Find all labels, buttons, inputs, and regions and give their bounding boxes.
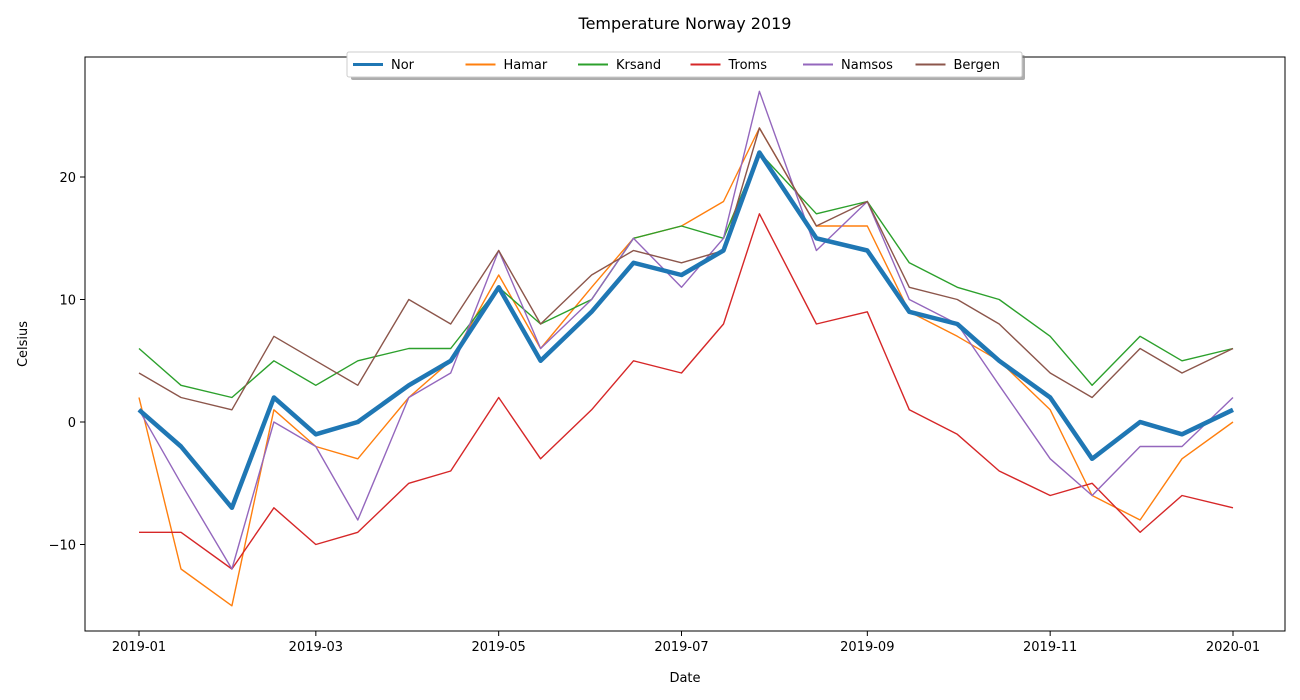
x-axis-title: Date (669, 671, 700, 686)
series-line-bergen (138, 127, 1234, 411)
legend-label-hamar: Hamar (504, 58, 548, 73)
y-tick-label: 10 (59, 294, 76, 309)
legend-label-bergen: Bergen (954, 58, 1001, 73)
legend-label-nor: Nor (391, 58, 415, 73)
y-tick-label: −10 (49, 539, 76, 554)
series-lines (137, 90, 1234, 607)
legend: Nor Hamar Krsand Troms Namsos Bergen (346, 51, 1025, 80)
plot-area (84, 56, 1286, 632)
x-tick-label: 2020-01 (1206, 640, 1260, 655)
legend-label-namsos: Namsos (841, 58, 893, 73)
series-line-namsos (138, 90, 1234, 570)
series-line-troms (139, 213, 1234, 570)
y-tick-label: 20 (59, 171, 76, 186)
legend-label-troms: Troms (728, 58, 768, 73)
series-line-krsand (138, 151, 1234, 399)
y-axis-title: Celsius (16, 321, 31, 367)
x-tick-label: 2019-07 (654, 640, 708, 655)
x-tick-label: 2019-09 (840, 640, 894, 655)
x-tick-label: 2019-03 (289, 640, 343, 655)
x-tick-label: 2019-05 (472, 640, 526, 655)
x-tick-label: 2019-01 (112, 640, 166, 655)
chart-title: Temperature Norway 2019 (578, 14, 792, 33)
y-axis: −10 0 10 20 (49, 171, 85, 554)
x-tick-label: 2019-11 (1023, 640, 1077, 655)
y-tick-label: 0 (68, 416, 76, 431)
x-axis: 2019-01 2019-03 2019-05 2019-07 2019-09 2019-… (112, 631, 1260, 655)
legend-label-krsand: Krsand (616, 58, 661, 73)
series-line-nor (137, 150, 1234, 511)
